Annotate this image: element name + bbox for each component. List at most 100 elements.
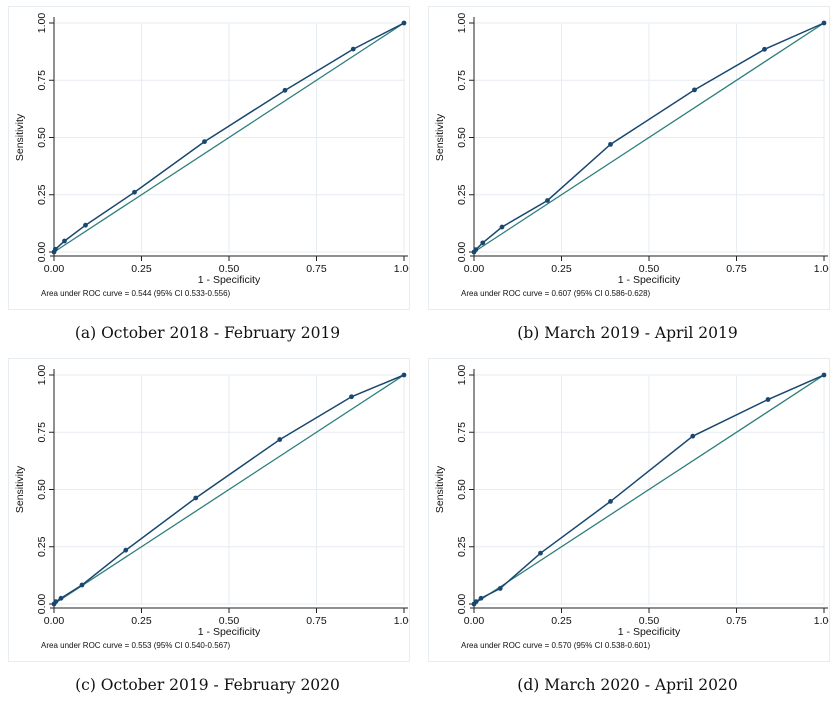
roc-point [282,87,288,93]
x-tick-label: 1.00 [814,263,829,275]
x-axis-label: 1 - Specificity [618,626,681,638]
roc-panel-b: 0.00 0.25 0.50 0.75 1.00 0.00 0.25 0.50 0.75 1.00… [420,0,835,352]
roc-point [478,595,484,601]
reference-line [473,374,825,605]
y-tick-label: 0.25 [36,536,48,557]
x-tick-label: 0.50 [219,615,240,627]
x-tick-label: 0.00 [44,263,65,275]
auc-note: Area under ROC curve = 0.544 (95% CI 0.5… [41,289,231,298]
y-axis-label: Sensitivity [434,465,446,513]
x-axis-label: 1 - Specificity [198,626,261,638]
y-tick-label: 0.75 [36,70,48,91]
roc-point [123,547,129,553]
y-tick-label: 0.50 [456,127,468,148]
auc-note: Area under ROC curve = 0.570 (95% CI 0.5… [461,641,651,650]
roc-point [79,582,85,588]
roc-panel-c: 0.00 0.25 0.50 0.75 1.00 0.00 0.25 0.50 0.75 1.00… [0,352,415,704]
roc-point [349,394,354,400]
x-axis-label: 1 - Specificity [198,274,261,286]
reference-line [473,22,825,253]
roc-panel-d: 0.00 0.25 0.50 0.75 1.00 0.00 0.25 0.50 0.75 1.00… [420,352,835,704]
auc-note: Area under ROC curve = 0.553 (95% CI 0.5… [41,641,231,650]
roc-point [690,433,696,439]
roc-plot-frame-b: 0.00 0.25 0.50 0.75 1.00 0.00 0.25 0.50 0.75 1.00… [428,6,830,310]
roc-point [473,247,479,253]
roc-point [499,224,505,230]
y-tick-label: 1.00 [456,13,468,34]
x-tick-label: 0.00 [44,615,65,627]
y-axis-label: Sensitivity [14,113,26,161]
y-tick-label: 0.00 [36,242,48,263]
x-tick-label: 0.25 [551,615,572,627]
reference-line [53,374,405,605]
y-tick-label: 0.00 [456,594,468,615]
x-tick-label: 0.75 [726,263,747,275]
y-tick-label: 0.25 [456,184,468,205]
x-tick-label: 1.00 [814,615,829,627]
roc-plot-a: 0.00 0.25 0.50 0.75 1.00 0.00 0.25 0.50 0.75 1.00… [14,13,409,298]
roc-point [202,139,207,145]
y-tick-label: 0.75 [456,422,468,443]
roc-point [608,141,613,147]
roc-point [193,495,199,501]
y-tick-label: 0.50 [36,479,48,500]
y-tick-label: 0.25 [456,536,468,557]
roc-plot-b: 0.00 0.25 0.50 0.75 1.00 0.00 0.25 0.50 0.75 1.00… [434,13,829,298]
x-tick-label: 0.00 [464,615,485,627]
roc-plot-frame-d: 0.00 0.25 0.50 0.75 1.00 0.00 0.25 0.50 0.75 1.00… [428,358,830,662]
y-tick-label: 0.25 [36,184,48,205]
x-tick-label: 1.00 [394,263,409,275]
roc-point [480,240,486,246]
roc-point [821,372,827,378]
x-axis-label: 1 - Specificity [618,274,681,286]
roc-point [497,586,503,591]
roc-point [765,397,771,402]
x-tick-label: 1.00 [394,615,409,627]
x-tick-label: 0.75 [306,263,327,275]
x-tick-label: 0.50 [639,615,660,627]
caption-c: (c) October 2019 - February 2020 [75,676,340,694]
caption-a: (a) October 2018 - February 2019 [74,324,341,342]
roc-point [608,499,613,504]
x-tick-label: 0.00 [464,263,485,275]
y-tick-label: 0.75 [456,70,468,91]
roc-panel-a: 0.00 0.25 0.50 0.75 1.00 0.00 0.25 0.50 0.75 1.00… [0,0,415,352]
roc-point [58,595,64,601]
roc-point [401,372,407,378]
roc-plot-frame-c: 0.00 0.25 0.50 0.75 1.00 0.00 0.25 0.50 0.75 1.00… [8,358,410,662]
roc-point [277,437,283,442]
y-tick-label: 0.50 [36,127,48,148]
x-tick-label: 0.25 [551,263,572,275]
roc-point [401,20,407,26]
roc-point [821,20,827,26]
roc-point [132,189,137,195]
roc-plot-frame-a: 0.00 0.25 0.50 0.75 1.00 0.00 0.25 0.50 0.75 1.00… [8,6,410,310]
y-tick-label: 1.00 [36,365,48,386]
roc-point [545,198,550,203]
y-axis-label: Sensitivity [434,113,446,161]
roc-point [473,599,479,605]
x-tick-label: 0.25 [131,615,152,627]
y-tick-label: 0.00 [36,594,48,615]
auc-note: Area under ROC curve = 0.607 (95% CI 0.5… [461,289,651,298]
caption-b: (b) March 2019 - April 2019 [517,324,738,342]
caption-d: (d) March 2020 - April 2020 [517,676,738,694]
x-tick-label: 0.75 [726,615,747,627]
roc-point [53,246,58,252]
y-tick-label: 0.50 [456,479,468,500]
x-tick-label: 0.50 [639,263,660,275]
y-axis-label: Sensitivity [14,465,26,513]
roc-point [692,87,697,93]
roc-plot-c: 0.00 0.25 0.50 0.75 1.00 0.00 0.25 0.50 0.75 1.00… [14,365,409,650]
y-tick-label: 0.75 [36,422,48,443]
roc-point [53,599,59,605]
roc-plot-d: 0.00 0.25 0.50 0.75 1.00 0.00 0.25 0.50 0.75 1.00… [434,365,829,650]
roc-point [762,46,767,52]
y-tick-label: 0.00 [456,242,468,263]
y-tick-label: 1.00 [36,13,48,34]
roc-point [538,550,543,556]
roc-point [83,222,88,228]
x-tick-label: 0.25 [131,263,152,275]
roc-point [350,46,356,52]
x-tick-label: 0.50 [219,263,240,275]
